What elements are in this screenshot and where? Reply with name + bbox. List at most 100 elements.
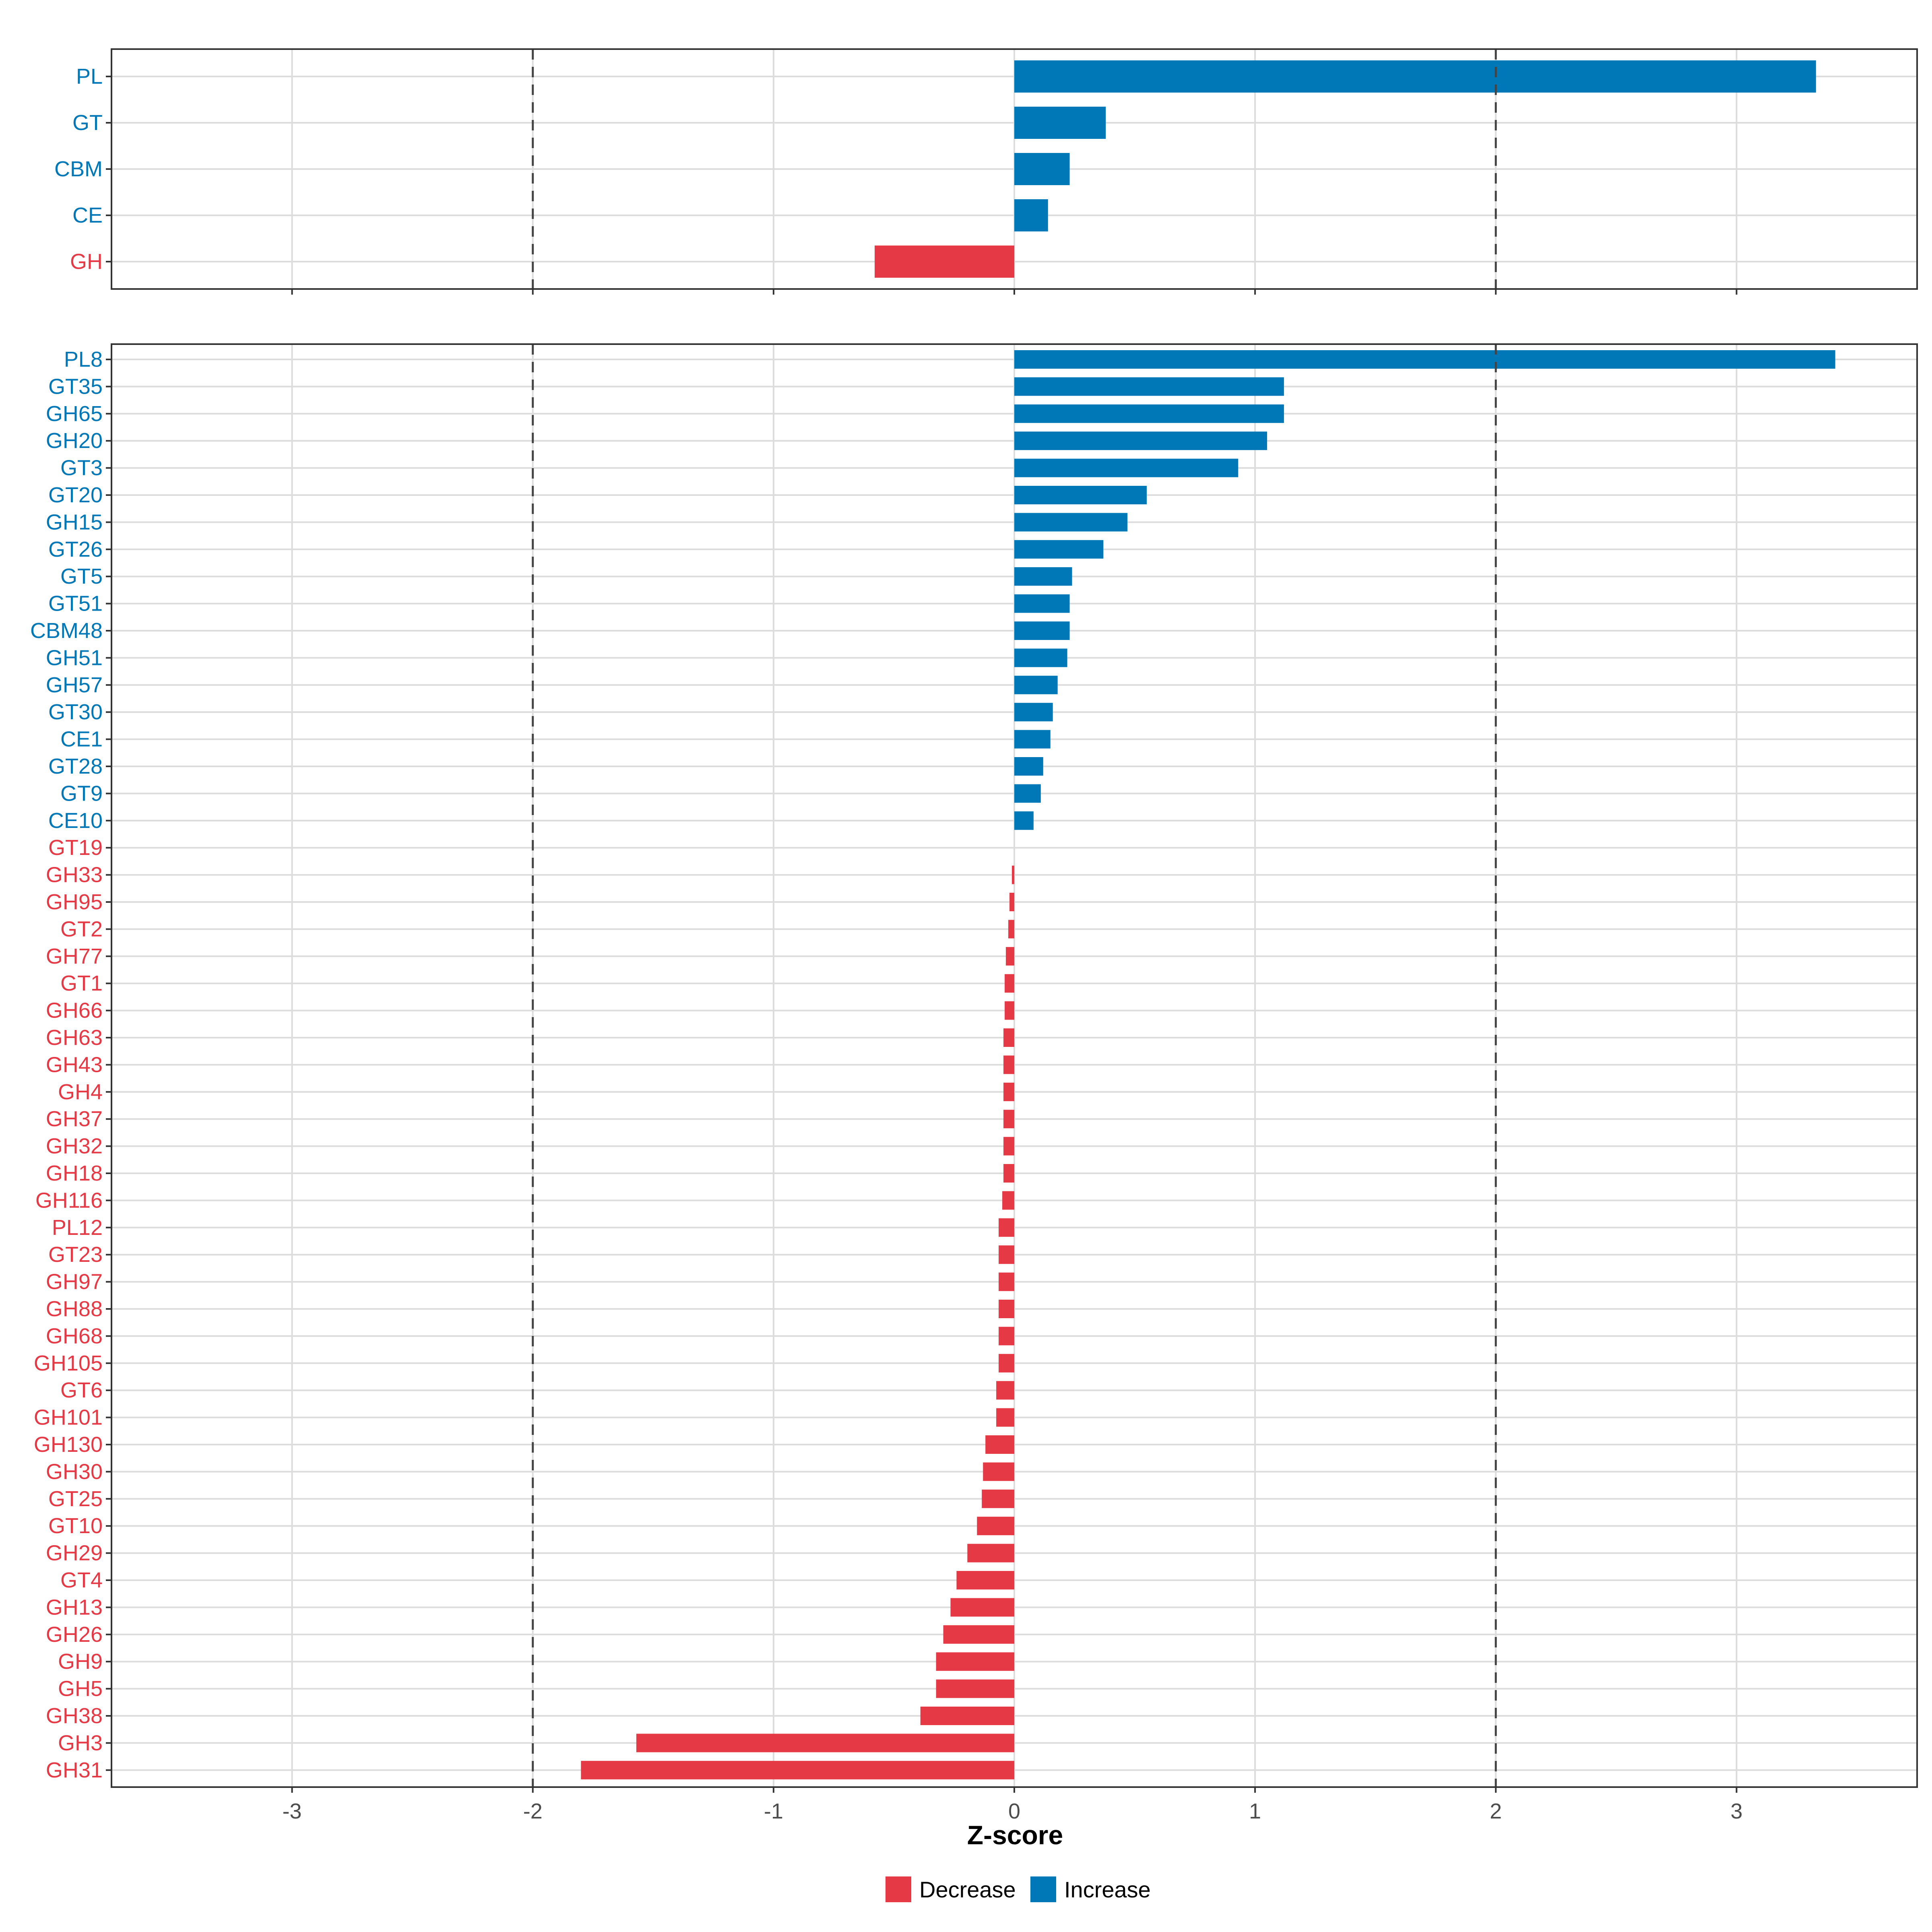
y-tick-label: GH31 [46, 1758, 103, 1782]
x-tick-label: 2 [1490, 1799, 1502, 1823]
y-tick-label: GT6 [60, 1378, 103, 1402]
bar-gt35 [1014, 377, 1284, 396]
bar-gt2 [1008, 920, 1014, 939]
bar-gt25 [982, 1489, 1014, 1508]
x-axis-title: Z-score [967, 1820, 1063, 1850]
y-tick-label: GH37 [46, 1107, 103, 1131]
y-tick-label: GH63 [46, 1026, 103, 1050]
y-tick-label: GT9 [60, 781, 103, 805]
bar-gt10 [977, 1517, 1014, 1536]
y-tick-label: GT1 [60, 971, 103, 995]
bar-gh9 [936, 1652, 1014, 1671]
bar-ce [1014, 199, 1048, 231]
y-tick-label: CBM48 [30, 619, 103, 643]
x-tick-label: 1 [1249, 1799, 1261, 1823]
y-tick-label: GT2 [60, 917, 103, 941]
bar-gh29 [967, 1544, 1014, 1563]
y-tick-label: CE [72, 203, 103, 227]
y-tick-label: GH77 [46, 944, 103, 968]
bar-gh33 [1012, 865, 1014, 884]
bar-gh116 [1002, 1191, 1014, 1210]
bar-gh15 [1014, 513, 1128, 532]
y-tick-label: GT4 [60, 1568, 103, 1592]
bar-gh77 [1006, 947, 1014, 966]
y-tick-label: GH18 [46, 1161, 103, 1185]
bottom-panel: PL8GT35GH65GH20GT3GT20GH15GT26GT5GT51CBM… [30, 343, 1918, 1823]
legend-swatch-increase [1030, 1876, 1056, 1902]
bar-gh3 [636, 1734, 1014, 1752]
bar-gh32 [1003, 1137, 1014, 1156]
top-panel: PL GT CBM CE GH [54, 48, 1918, 295]
bar-cbm48 [1014, 621, 1070, 640]
bar-gt5 [1014, 567, 1072, 586]
y-tick-label: GT19 [48, 836, 103, 860]
legend-label-increase: Increase [1064, 1877, 1151, 1902]
y-tick-label: GH51 [46, 646, 103, 670]
y-tick-label: GT3 [60, 456, 103, 480]
y-tick-label: CBM [54, 157, 103, 181]
legend: Decrease Increase [886, 1876, 1151, 1902]
bar-gh68 [999, 1327, 1014, 1346]
bar-gh5 [936, 1679, 1014, 1698]
y-tick-label: GT20 [48, 483, 103, 507]
y-tick-label: GH33 [46, 863, 103, 887]
bar-gh97 [999, 1272, 1014, 1291]
bar-gh18 [1003, 1164, 1014, 1183]
bar-gt20 [1014, 486, 1147, 504]
y-tick-label: GT23 [48, 1243, 103, 1267]
y-tick-label: GT35 [48, 374, 103, 398]
bar-gt23 [999, 1245, 1014, 1264]
legend-label-decrease: Decrease [919, 1877, 1016, 1902]
y-tick-label: GH26 [46, 1622, 103, 1647]
y-tick-label: PL12 [52, 1216, 103, 1240]
x-tick-label: -3 [283, 1799, 302, 1823]
bar-gh31 [581, 1761, 1014, 1779]
y-tick-label: GH130 [34, 1432, 103, 1457]
y-tick-label: GH3 [58, 1731, 103, 1755]
y-tick-label: CE1 [60, 727, 103, 751]
y-tick-label: GT [72, 111, 103, 135]
bar-gh130 [985, 1435, 1014, 1454]
y-tick-label: GH4 [58, 1080, 103, 1104]
y-tick-label: GH95 [46, 890, 103, 914]
legend-swatch-decrease [886, 1876, 911, 1902]
bar-gt3 [1014, 458, 1238, 477]
y-tick-label: PL8 [64, 347, 103, 372]
bar-gh51 [1014, 648, 1067, 667]
y-tick-label: GH38 [46, 1704, 103, 1728]
bar-gt9 [1014, 784, 1041, 803]
y-tick-label: CE10 [48, 809, 103, 833]
y-tick-label: GT5 [60, 564, 103, 588]
y-tick-label: GH30 [46, 1459, 103, 1484]
bar-gt6 [996, 1381, 1014, 1400]
bar-gh63 [1003, 1028, 1014, 1047]
bar-cbm [1014, 153, 1070, 185]
y-tick-label: PL [76, 64, 103, 89]
bar-gh105 [999, 1354, 1014, 1373]
bar-pl12 [999, 1218, 1014, 1237]
bar-gh88 [999, 1300, 1014, 1318]
bar-gt [1014, 107, 1106, 139]
bar-pl8 [1014, 350, 1835, 369]
x-tick-label: 0 [1008, 1799, 1020, 1823]
bar-gh66 [1005, 1001, 1014, 1020]
y-tick-label: GT30 [48, 700, 103, 724]
y-tick-label: GH5 [58, 1677, 103, 1701]
bar-gh13 [950, 1598, 1014, 1617]
bar-gt51 [1014, 594, 1070, 613]
bar-gt28 [1014, 757, 1043, 776]
y-tick-label: GH29 [46, 1541, 103, 1565]
bar-gt1 [1005, 974, 1014, 993]
bar-gh4 [1003, 1082, 1014, 1101]
y-tick-label: GH66 [46, 999, 103, 1023]
y-tick-label: GH65 [46, 402, 103, 426]
y-tick-label: GH [70, 250, 103, 274]
bar-gt30 [1014, 703, 1053, 722]
y-tick-label: GT26 [48, 537, 103, 561]
bar-gh37 [1003, 1110, 1014, 1129]
y-tick-label: GH88 [46, 1297, 103, 1321]
y-tick-label: GH105 [34, 1351, 103, 1375]
x-tick-label: -2 [523, 1799, 543, 1823]
y-tick-label: GH68 [46, 1324, 103, 1348]
